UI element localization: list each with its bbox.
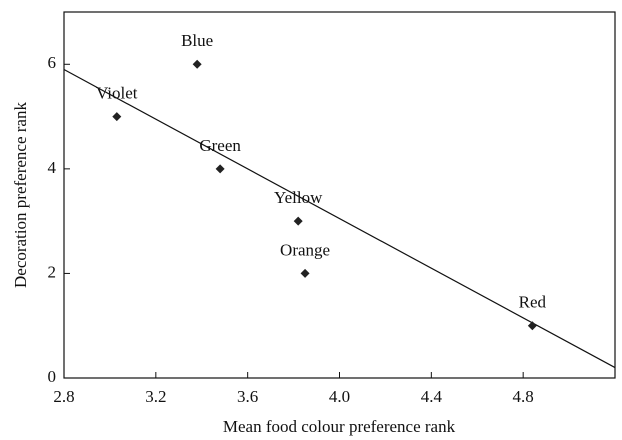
x-tick-label: 4.4: [421, 387, 443, 406]
y-tick-label: 4: [48, 158, 57, 177]
point: [300, 268, 310, 278]
y-tick-label: 6: [48, 53, 57, 72]
point-label: Yellow: [274, 188, 323, 207]
x-tick-label: 3.6: [237, 387, 258, 406]
x-tick-label: 3.2: [145, 387, 166, 406]
x-tick-label: 4.8: [513, 387, 534, 406]
x-axis-label: Mean food colour preference rank: [223, 417, 456, 436]
point: [112, 112, 122, 122]
point-label: Orange: [280, 240, 330, 259]
y-axis-label: Decoration preference rank: [11, 102, 30, 288]
point-label: Green: [199, 136, 241, 155]
point-label: Blue: [181, 31, 213, 50]
y-tick-label: 2: [48, 262, 57, 281]
point: [527, 321, 537, 331]
x-tick-label: 4.0: [329, 387, 350, 406]
x-tick-label: 2.8: [53, 387, 74, 406]
point: [215, 164, 225, 174]
point-label: Red: [519, 293, 547, 312]
point-label: Violet: [96, 83, 138, 102]
trend-line: [63, 68, 616, 369]
y-tick-label: 0: [48, 367, 57, 386]
point: [293, 216, 303, 226]
point: [192, 59, 202, 69]
